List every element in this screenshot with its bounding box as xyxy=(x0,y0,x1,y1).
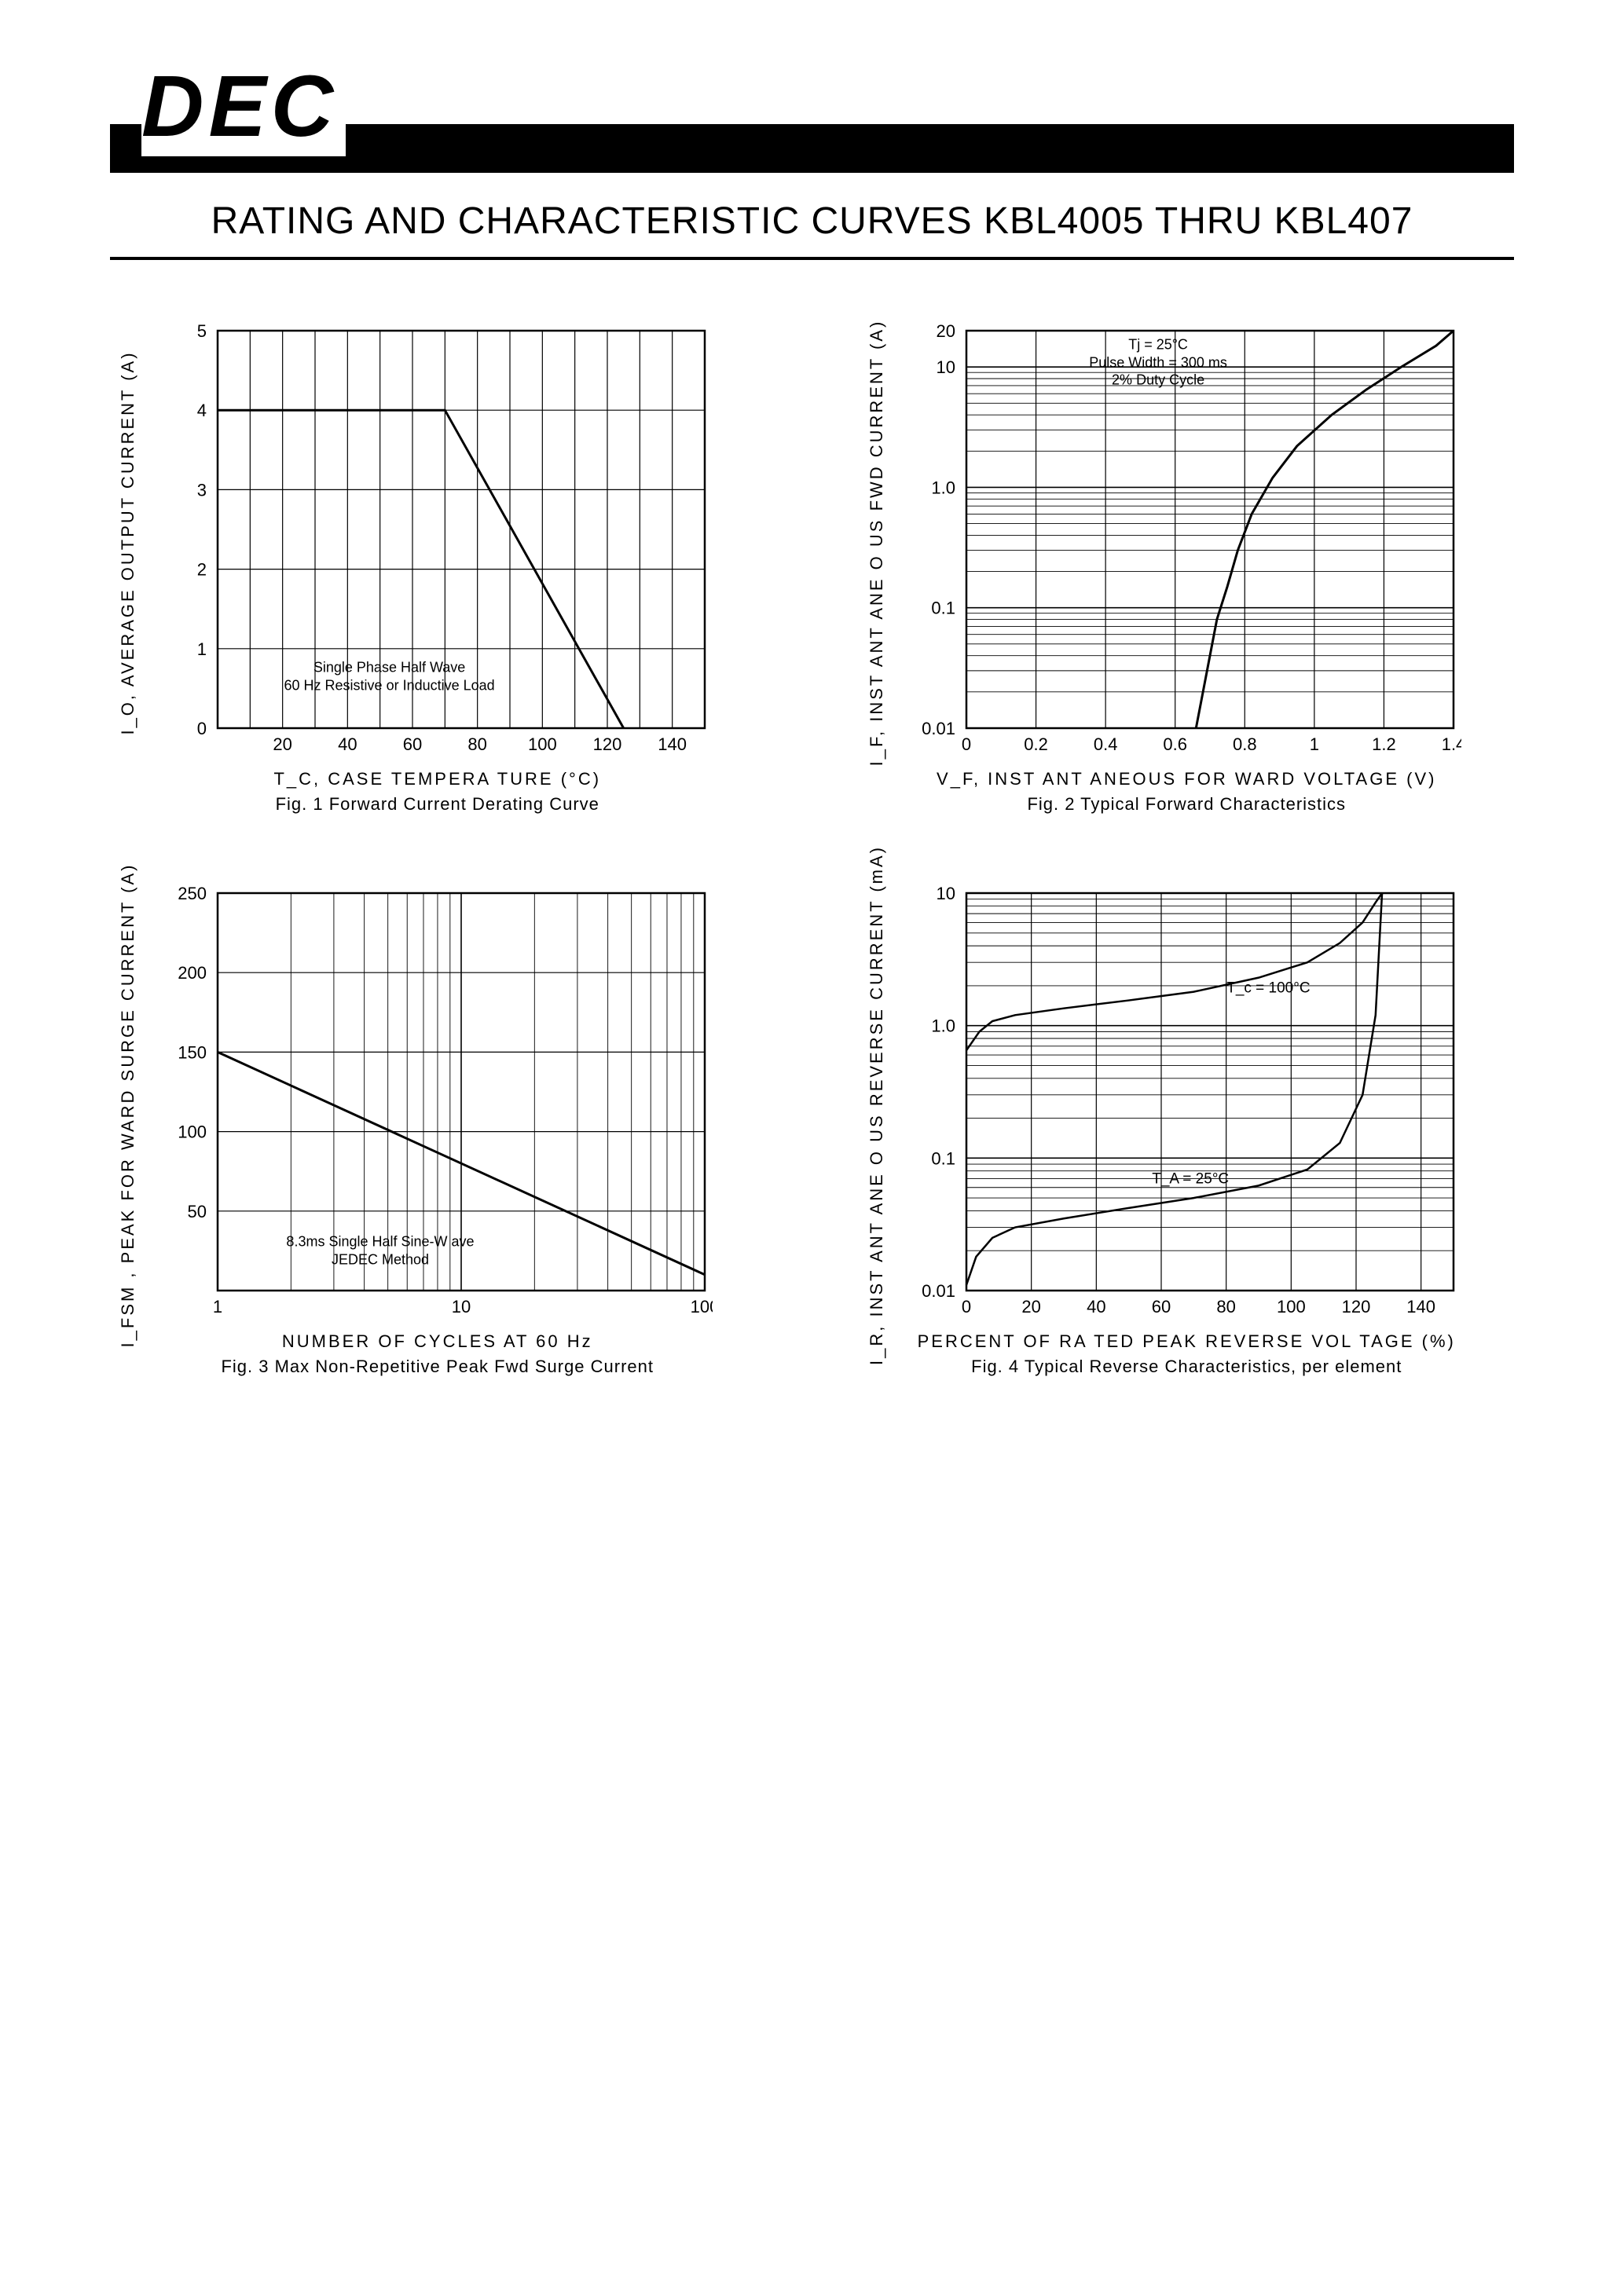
fig3-ylabel: I_FSM , PEAK FOR WARD SURGE CURRENT (A) xyxy=(118,863,138,1348)
svg-text:T_c = 100°C: T_c = 100°C xyxy=(1226,980,1310,997)
fig3-frame: I_FSM , PEAK FOR WARD SURGE CURRENT (A) … xyxy=(163,885,713,1325)
fig2-caption: Fig. 2 Typical Forward Characteristics xyxy=(1027,794,1346,815)
svg-text:150: 150 xyxy=(178,1042,207,1062)
svg-text:20: 20 xyxy=(1022,1297,1041,1316)
dec-logo: DEC xyxy=(141,57,346,156)
svg-text:250: 250 xyxy=(178,885,207,903)
svg-text:1.0: 1.0 xyxy=(932,1016,956,1036)
fig1-ylabel: I_O, AVERAGE OUTPUT CURRENT (A) xyxy=(118,350,138,734)
svg-text:0.2: 0.2 xyxy=(1025,734,1049,754)
svg-text:0.01: 0.01 xyxy=(922,719,955,738)
svg-text:0.1: 0.1 xyxy=(932,599,956,618)
svg-text:100: 100 xyxy=(690,1297,712,1316)
svg-text:1.2: 1.2 xyxy=(1372,734,1396,754)
svg-text:40: 40 xyxy=(338,734,357,754)
fig1-xlabel: T_C, CASE TEMPERA TURE (°C) xyxy=(273,769,601,789)
fig4-cell: I_R, INST ANT ANE O US REVERSE CURRENT (… xyxy=(860,885,1515,1377)
title-row: RATING AND CHARACTERISTIC CURVES KBL4005… xyxy=(110,173,1514,260)
svg-text:20: 20 xyxy=(937,323,955,341)
chart-note: Tj = 25°CPulse Width = 300 ms2% Duty Cyc… xyxy=(1089,336,1227,390)
fig4-ylabel: I_R, INST ANT ANE O US REVERSE CURRENT (… xyxy=(867,845,887,1365)
svg-text:100: 100 xyxy=(1277,1297,1306,1316)
chart-note: 8.3ms Single Half Sine-W aveJEDEC Method xyxy=(286,1233,474,1269)
fig1-cell: I_O, AVERAGE OUTPUT CURRENT (A) 20406080… xyxy=(110,323,765,815)
fig4-xlabel: PERCENT OF RA TED PEAK REVERSE VOL TAGE … xyxy=(918,1331,1456,1352)
svg-text:80: 80 xyxy=(467,734,486,754)
svg-text:200: 200 xyxy=(178,963,207,983)
svg-text:1.4: 1.4 xyxy=(1442,734,1461,754)
svg-text:140: 140 xyxy=(658,734,687,754)
svg-text:120: 120 xyxy=(592,734,621,754)
svg-text:120: 120 xyxy=(1342,1297,1371,1316)
fig4-frame: I_R, INST ANT ANE O US REVERSE CURRENT (… xyxy=(911,885,1461,1325)
fig2-ylabel: I_F, INST ANT ANE O US FWD CURRENT (A) xyxy=(867,320,887,767)
svg-text:0.4: 0.4 xyxy=(1094,734,1118,754)
fig3-xlabel: NUMBER OF CYCLES AT 60 Hz xyxy=(282,1331,593,1352)
svg-text:1: 1 xyxy=(197,639,207,659)
charts-grid: I_O, AVERAGE OUTPUT CURRENT (A) 20406080… xyxy=(110,323,1514,1377)
svg-text:0.6: 0.6 xyxy=(1164,734,1188,754)
svg-text:1: 1 xyxy=(213,1297,222,1316)
svg-text:2: 2 xyxy=(197,560,207,580)
svg-text:140: 140 xyxy=(1407,1297,1436,1316)
svg-text:60: 60 xyxy=(403,734,422,754)
fig4-caption: Fig. 4 Typical Reverse Characteristics, … xyxy=(971,1357,1402,1377)
fig2-frame: I_F, INST ANT ANE O US FWD CURRENT (A) 0… xyxy=(911,323,1461,763)
svg-text:0: 0 xyxy=(962,734,971,754)
svg-text:60: 60 xyxy=(1152,1297,1171,1316)
svg-text:5: 5 xyxy=(197,323,207,341)
fig3-cell: I_FSM , PEAK FOR WARD SURGE CURRENT (A) … xyxy=(110,885,765,1377)
fig1-frame: I_O, AVERAGE OUTPUT CURRENT (A) 20406080… xyxy=(163,323,713,763)
fig2-cell: I_F, INST ANT ANE O US FWD CURRENT (A) 0… xyxy=(860,323,1515,815)
page-title: RATING AND CHARACTERISTIC CURVES KBL4005… xyxy=(110,200,1514,243)
fig3-caption: Fig. 3 Max Non-Repetitive Peak Fwd Surge… xyxy=(221,1357,654,1377)
svg-text:0.1: 0.1 xyxy=(932,1148,956,1168)
page-header: DEC RATING AND CHARACTERISTIC CURVES KBL… xyxy=(110,79,1514,260)
svg-text:0.01: 0.01 xyxy=(922,1281,955,1301)
svg-text:10: 10 xyxy=(937,885,955,903)
svg-text:20: 20 xyxy=(273,734,291,754)
svg-text:T_A = 25°C: T_A = 25°C xyxy=(1152,1170,1229,1187)
svg-text:1.0: 1.0 xyxy=(932,478,956,497)
svg-text:0: 0 xyxy=(962,1297,971,1316)
chart-note: Single Phase Half Wave60 Hz Resistive or… xyxy=(284,659,495,694)
svg-text:100: 100 xyxy=(528,734,557,754)
svg-text:0.8: 0.8 xyxy=(1233,734,1257,754)
svg-text:1: 1 xyxy=(1310,734,1319,754)
svg-text:50: 50 xyxy=(187,1202,206,1221)
svg-text:100: 100 xyxy=(178,1122,207,1142)
logo-row: DEC xyxy=(110,79,1514,173)
fig2-xlabel: V_F, INST ANT ANEOUS FOR WARD VOLTAGE (V… xyxy=(937,769,1436,789)
svg-text:3: 3 xyxy=(197,480,207,500)
fig1-caption: Fig. 1 Forward Current Derating Curve xyxy=(276,794,599,815)
svg-text:0: 0 xyxy=(197,719,207,738)
svg-text:10: 10 xyxy=(937,357,955,377)
svg-text:80: 80 xyxy=(1217,1297,1236,1316)
svg-text:40: 40 xyxy=(1087,1297,1105,1316)
svg-text:4: 4 xyxy=(197,401,207,420)
svg-text:10: 10 xyxy=(452,1297,471,1316)
